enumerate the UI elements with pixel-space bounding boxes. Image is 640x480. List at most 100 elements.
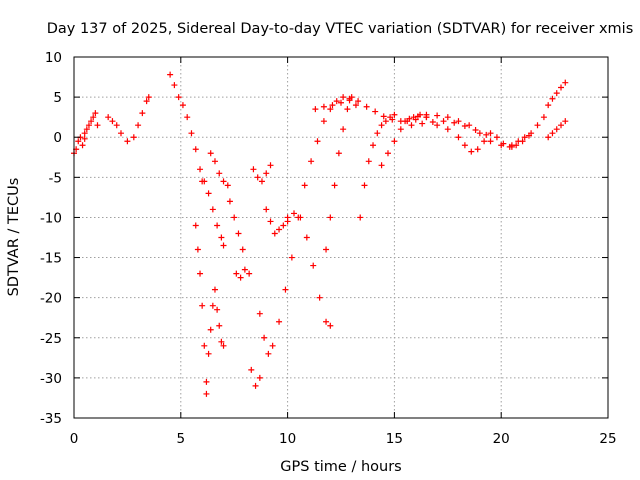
data-point [211, 158, 218, 165]
data-point [197, 270, 204, 277]
data-point [335, 150, 342, 157]
data-point [267, 218, 274, 225]
data-point [75, 138, 82, 145]
data-point [312, 106, 319, 113]
data-point [352, 102, 359, 109]
data-point [235, 230, 242, 237]
data-point [197, 166, 204, 173]
data-point [276, 226, 283, 233]
data-point [184, 114, 191, 121]
data-point [267, 162, 274, 169]
data-point [226, 198, 233, 205]
data-point [417, 111, 424, 118]
data-point [124, 138, 131, 145]
data-point [201, 178, 208, 185]
y-tick-label: -5 [49, 170, 62, 186]
data-points [71, 71, 569, 397]
data-point [444, 126, 451, 133]
y-tick-label: -20 [40, 291, 62, 307]
data-point [258, 178, 265, 185]
data-point [314, 138, 321, 145]
data-point [346, 97, 353, 104]
data-point [419, 120, 426, 127]
data-point [553, 126, 560, 133]
data-point [327, 322, 334, 329]
data-point [357, 214, 364, 221]
data-point [284, 214, 291, 221]
data-point [291, 210, 298, 217]
data-point [558, 122, 565, 129]
data-point [214, 306, 221, 313]
data-point [90, 114, 97, 121]
data-point [493, 134, 500, 141]
data-point [117, 130, 124, 137]
data-point [534, 122, 541, 129]
data-point [207, 326, 214, 333]
data-point [211, 286, 218, 293]
data-point [231, 214, 238, 221]
data-point [474, 146, 481, 153]
data-point [378, 122, 385, 129]
x-tick-label: 20 [493, 431, 510, 447]
data-point [171, 82, 178, 89]
x-axis-label: GPS time / hours [280, 459, 401, 475]
data-point [209, 302, 216, 309]
data-point [528, 130, 535, 137]
data-point [333, 98, 340, 105]
data-point [201, 342, 208, 349]
data-point [261, 334, 268, 341]
data-point [380, 113, 387, 120]
data-point [391, 111, 398, 118]
data-point [338, 99, 344, 106]
data-point [241, 266, 248, 273]
x-tick-label: 5 [177, 431, 186, 447]
data-point [209, 206, 216, 213]
data-point [105, 114, 112, 121]
data-point [85, 122, 92, 129]
data-point [444, 114, 451, 121]
data-point [308, 158, 315, 165]
data-point [224, 182, 231, 189]
data-point [139, 110, 146, 117]
data-point [248, 366, 255, 373]
data-point [92, 110, 99, 117]
grid-lines [74, 57, 608, 418]
data-point [487, 138, 494, 145]
data-point [81, 130, 88, 137]
data-point [179, 102, 186, 109]
data-point [370, 142, 377, 149]
data-point [455, 134, 462, 141]
data-point [545, 102, 552, 109]
data-point [220, 342, 227, 349]
data-point [558, 84, 565, 91]
data-point [205, 350, 212, 357]
data-point [545, 134, 552, 141]
data-point [348, 94, 355, 101]
chart-title: Day 137 of 2025, Sidereal Day-to-day VTE… [47, 21, 634, 37]
data-point [216, 322, 223, 329]
data-point [361, 182, 368, 189]
data-point [192, 222, 199, 229]
data-point [323, 246, 330, 253]
data-point [451, 119, 458, 126]
data-point [562, 118, 569, 125]
data-point [327, 106, 334, 113]
data-point [265, 350, 272, 357]
data-point [391, 138, 398, 145]
data-point [250, 166, 257, 173]
y-tick-label: -30 [40, 371, 62, 387]
data-point [145, 94, 152, 101]
data-point [288, 254, 295, 261]
data-point [276, 318, 283, 325]
y-tick-label: -15 [40, 251, 62, 267]
data-point [252, 382, 259, 389]
data-point [483, 131, 490, 138]
data-point [468, 148, 475, 155]
data-point [194, 246, 201, 253]
data-point [461, 142, 468, 149]
data-point [562, 79, 569, 86]
data-point [239, 246, 246, 253]
data-point [340, 94, 347, 101]
data-point [455, 118, 462, 125]
